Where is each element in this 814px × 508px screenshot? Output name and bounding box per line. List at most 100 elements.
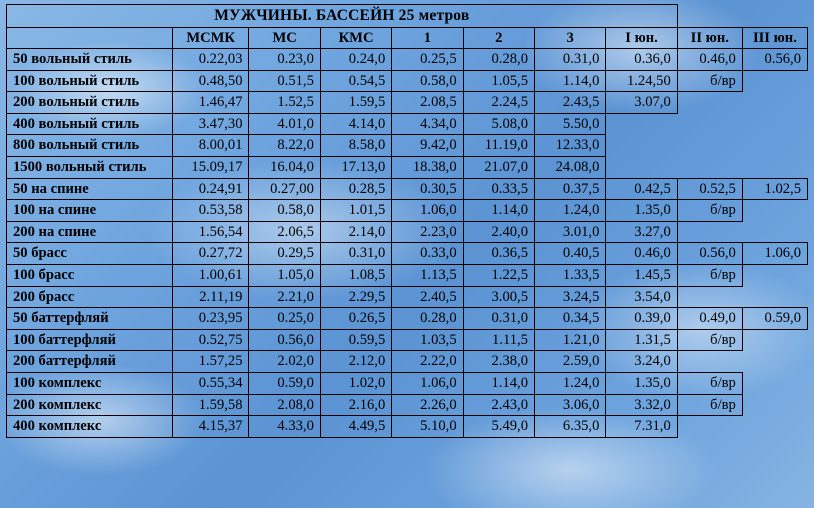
cell-ms: 2.06,5 [249,221,320,243]
cell-msmk: 0.48,50 [172,70,249,92]
table-body: 50 вольный стиль0.22,030.23,00.24,0 0.25,… [7,49,808,438]
cell-j1: 1.35,0 [606,373,677,395]
cell-j2: 0.52,5 [677,178,742,200]
table-row: 100 баттерфляй0.52,750.56,00.59,51.03,51… [7,329,808,351]
table-row: 100 на спине0.53,580.58,01.01,51.06,01.1… [7,200,808,222]
table-row: 100 комплекс0.55,340.59,01.02,01.06,01.1… [7,373,808,395]
cell-kms: 2.29,5 [320,286,391,308]
cell-r3: 24.08,0 [534,157,605,179]
cell-kms: 0.31,0 [320,243,391,265]
cell-blank [677,221,742,243]
cell-ms: 4.01,0 [249,113,320,135]
col-header-label [7,27,173,49]
cell-msmk: 0.23,95 [172,308,249,330]
cell-r2: 2.40,0 [463,221,534,243]
cell-ms: 8.22,0 [249,135,320,157]
cell-r1: 1.06,0 [392,373,463,395]
cell-r2: 1.05,5 [463,70,534,92]
cell-r1: 18.38,0 [392,157,463,179]
cell-r1: 2.22,0 [392,351,463,373]
cell-kms: 1.08,5 [320,265,391,287]
cell-r1: 2.23,0 [392,221,463,243]
cell-j2: б/вр [677,70,742,92]
cell-blank [742,265,807,287]
cell-ms: 4.33,0 [249,416,320,438]
cell-r1: 0.30,5 [392,178,463,200]
col-header-r2: 2 [463,27,534,49]
cell-kms: 0.26,5 [320,308,391,330]
cell-j2: б/вр [677,373,742,395]
table-row: 200 на спине1.56,542.06,52.14,02.23,02.4… [7,221,808,243]
cell-r1: 9.42,0 [392,135,463,157]
cell-r1: 2.40,5 [392,286,463,308]
title-blank [677,5,742,28]
cell-msmk: 1.00,61 [172,265,249,287]
row-label: 50 брасс [7,243,173,265]
cell-kms: 0.24,0 [320,49,391,71]
cell-j1: 0.39,0 [606,308,677,330]
cell-r3: 1.21,0 [534,329,605,351]
cell-ms: 2.21,0 [249,286,320,308]
standards-table-wrap: МУЖЧИНЫ. БАССЕЙН 25 метровМСМКМСКМС123I … [0,0,814,442]
cell-ms: 1.05,0 [249,265,320,287]
cell-r2: 3.00,5 [463,286,534,308]
cell-r2: 1.11,5 [463,329,534,351]
col-header-j2: II юн. [677,27,742,49]
cell-blank [742,394,807,416]
table-row: 50 вольный стиль0.22,030.23,00.24,00.25,… [7,49,808,71]
cell-r2: 0.31,0 [463,308,534,330]
cell-ms: 0.29,5 [249,243,320,265]
cell-r2: 5.08,0 [463,113,534,135]
cell-r1: 0.58,0 [392,70,463,92]
col-header-j3: III юн. [742,27,807,49]
table-row: 800 вольный стиль8.00,018.22,08.58,09.42… [7,135,808,157]
row-label: 50 на спине [7,178,173,200]
cell-kms: 17.13,0 [320,157,391,179]
row-label: 100 комплекс [7,373,173,395]
table-row: 400 вольный стиль3.47,304.01,04.14,04.34… [7,113,808,135]
cell-r3: 0.31,0 [534,49,605,71]
table-row: 50 баттерфляй0.23,950.25,00.26,50.28,00.… [7,308,808,330]
col-header-msmk: МСМК [172,27,249,49]
standards-table: МУЖЧИНЫ. БАССЕЙН 25 метровМСМКМСКМС123I … [6,4,808,438]
cell-kms: 0.59,5 [320,329,391,351]
row-label: 800 вольный стиль [7,135,173,157]
row-label: 200 на спине [7,221,173,243]
row-label: 100 баттерфляй [7,329,173,351]
table-row: 200 брасс2.11,192.21,02.29,52.40,53.00,5… [7,286,808,308]
cell-j2: б/вр [677,200,742,222]
cell-j3: 0.56,0 [742,49,807,71]
cell-blank [677,351,742,373]
cell-j3: 1.02,5 [742,178,807,200]
row-label: 100 вольный стиль [7,70,173,92]
cell-r1: 2.26,0 [392,394,463,416]
table-row: 50 на спине0.24,910.27,000.28,50.30,50.3… [7,178,808,200]
cell-ms: 0.25,0 [249,308,320,330]
cell-j2: 0.56,0 [677,243,742,265]
cell-r1: 2.08,5 [392,92,463,114]
cell-j1: 7.31,0 [606,416,677,438]
cell-r3: 5.50,0 [534,113,605,135]
cell-r1: 1.13,5 [392,265,463,287]
cell-ms: 0.27,00 [249,178,320,200]
cell-kms: 8.58,0 [320,135,391,157]
row-label: 400 вольный стиль [7,113,173,135]
cell-blank [677,157,742,179]
cell-r3: 2.43,5 [534,92,605,114]
col-header-r3: 3 [534,27,605,49]
row-label: 50 вольный стиль [7,49,173,71]
cell-j1: 3.54,0 [606,286,677,308]
cell-j1: 1.45,5 [606,265,677,287]
cell-r3: 3.24,5 [534,286,605,308]
cell-blank [742,200,807,222]
cell-blank [742,416,807,438]
cell-msmk: 1.57,25 [172,351,249,373]
cell-ms: 0.23,0 [249,49,320,71]
cell-blank [606,113,677,135]
cell-j2: 0.46,0 [677,49,742,71]
cell-msmk: 0.22,03 [172,49,249,71]
cell-blank [742,221,807,243]
cell-blank [606,135,677,157]
cell-msmk: 4.15,37 [172,416,249,438]
cell-msmk: 2.11,19 [172,286,249,308]
